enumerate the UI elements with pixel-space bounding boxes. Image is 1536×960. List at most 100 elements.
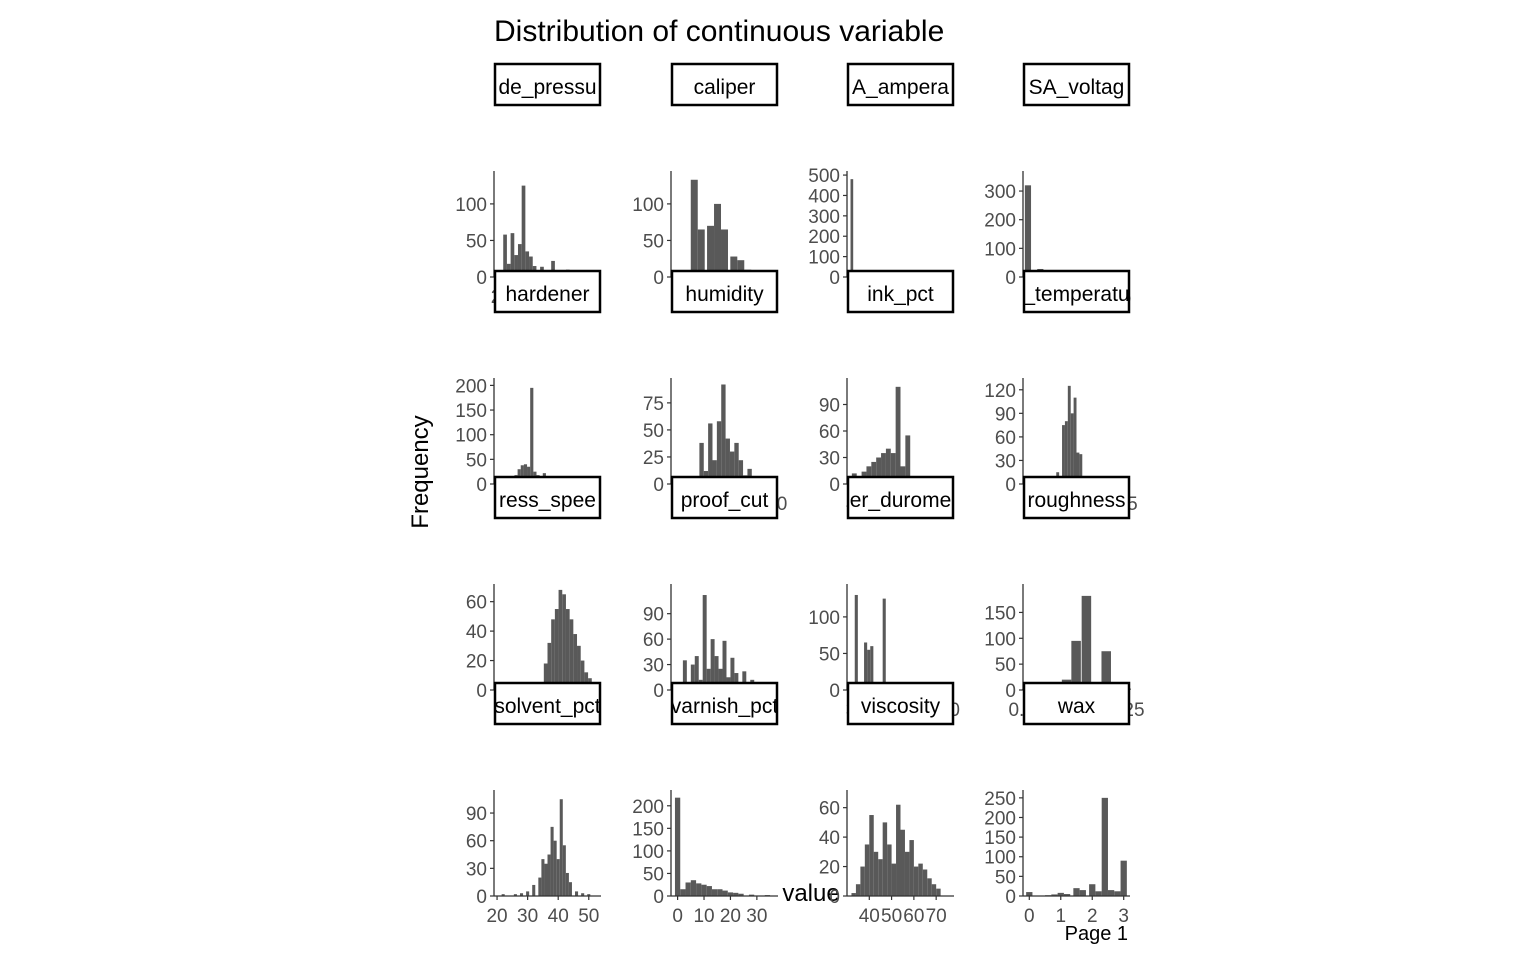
histogram-bar: [575, 891, 579, 896]
facet-strip: [670, 269, 779, 314]
y-tick-label: 300: [984, 182, 1016, 203]
histogram-bar: [685, 882, 691, 896]
x-tick-label: 40: [859, 906, 880, 927]
histogram-bar: [882, 822, 888, 896]
y-tick-label: 250: [984, 789, 1016, 810]
y-tick-label: 100: [984, 848, 1016, 869]
histogram-bar: [733, 892, 739, 896]
histogram-bar: [690, 179, 698, 277]
y-tick-label: 60: [643, 630, 664, 651]
histogram-bar: [1057, 892, 1064, 896]
y-tick-label: 100: [455, 426, 487, 447]
y-tick-label: 60: [466, 593, 487, 614]
y-tick-label: 100: [984, 629, 1016, 650]
histogram-bar: [547, 642, 552, 690]
facet-strip: [1022, 269, 1131, 314]
histogram-bar: [706, 668, 711, 690]
y-tick-label: 60: [466, 832, 487, 853]
histogram-bar: [1079, 890, 1086, 896]
histogram-bar: [738, 893, 744, 896]
x-tick-label: 0: [672, 906, 683, 927]
histogram-bar: [904, 851, 910, 896]
histogram-bar: [1079, 454, 1083, 484]
y-tick-label: 0: [476, 268, 487, 289]
histogram-bar: [581, 893, 585, 896]
histogram-bar: [587, 894, 591, 896]
histogram-bar: [714, 203, 722, 277]
y-tick-label: 0: [653, 887, 664, 908]
y-tick-label: 30: [643, 656, 664, 677]
y-tick-label: 0: [476, 475, 487, 496]
x-tick-label: 60: [903, 906, 924, 927]
x-tick-label: 1: [1055, 906, 1066, 927]
histogram-bar: [855, 884, 861, 896]
histogram-bar: [530, 387, 534, 484]
histogram-bar: [553, 840, 557, 896]
y-tick-label: 30: [819, 449, 840, 470]
facet-strip: [670, 62, 779, 107]
histogram-bar: [850, 179, 854, 277]
y-tick-label: 0: [653, 475, 664, 496]
histogram-bar: [694, 656, 699, 690]
histogram-bar: [1076, 452, 1080, 484]
y-tick-label: 0: [476, 887, 487, 908]
histogram-bar: [696, 883, 702, 896]
histogram-bar: [690, 880, 697, 896]
histogram-bar: [890, 453, 896, 484]
facet-strip-label: A_ampera: [852, 76, 949, 99]
histogram-bar: [568, 882, 572, 896]
histogram-bar: [1120, 860, 1127, 896]
histogram-bar: [551, 619, 555, 690]
y-tick-label: 0: [1005, 681, 1016, 702]
histogram-bar: [742, 671, 747, 690]
facet-strip: [846, 62, 955, 107]
histogram-bar: [706, 886, 712, 896]
histogram-bar: [717, 889, 723, 896]
histogram-bar: [501, 894, 505, 896]
x-tick-label: 10: [693, 906, 714, 927]
facet-strip-label: varnish_pct: [671, 695, 779, 718]
histogram-bar: [543, 663, 548, 690]
histogram-bar: [532, 884, 536, 896]
histogram-bar: [711, 889, 718, 896]
facet-panels: 050100204060de_pressu0501000.20.30.40.5c…: [455, 62, 1145, 927]
histogram-bar: [562, 594, 566, 690]
facet-strip-label: er_durome: [850, 489, 952, 512]
histogram-bar: [559, 799, 563, 896]
histogram-bar: [869, 815, 874, 896]
y-tick-label: 40: [819, 828, 840, 849]
y-tick-label: 0: [1005, 268, 1016, 289]
histogram-bar: [538, 877, 542, 896]
y-tick-label: 30: [466, 859, 487, 880]
histogram-bar: [710, 639, 715, 690]
y-tick-label: 100: [632, 842, 664, 863]
y-tick-label: 25: [643, 448, 664, 469]
histogram-bar: [885, 448, 891, 484]
y-tick-label: 500: [808, 166, 840, 187]
histogram-bar: [896, 804, 901, 896]
histogram-bar: [716, 421, 722, 484]
histogram-bar: [529, 256, 533, 277]
y-tick-label: 50: [995, 655, 1016, 676]
y-tick-label: 0: [829, 475, 840, 496]
facet-strip-label: hardener: [505, 283, 589, 306]
histogram-bar: [1095, 891, 1102, 896]
histogram-bar: [674, 797, 681, 896]
histogram-bar: [1071, 640, 1081, 690]
histogram-bar: [701, 884, 707, 896]
histogram-bar: [730, 657, 735, 690]
histogram-bar: [558, 589, 563, 690]
histogram-bar: [730, 256, 738, 277]
y-tick-label: 60: [819, 422, 840, 443]
histogram-bar: [577, 645, 581, 690]
facet-strip: [1022, 62, 1131, 107]
x-tick-label: 2: [1087, 906, 1098, 927]
facet-strip: [493, 62, 602, 107]
histogram-bar: [918, 863, 923, 896]
histogram-bar: [922, 869, 928, 896]
y-tick-label: 40: [466, 622, 487, 643]
histogram-bar: [725, 438, 730, 484]
histogram-bar: [870, 646, 874, 690]
